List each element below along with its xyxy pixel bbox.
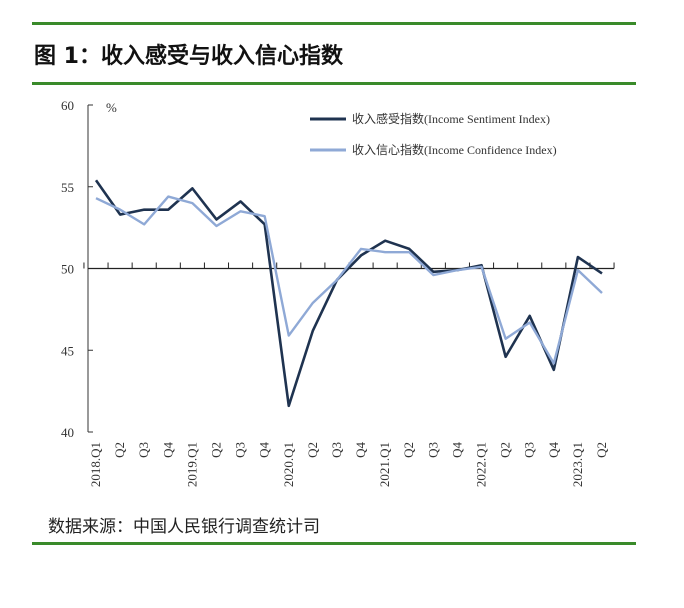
legend-label-1: 收入感受指数(Income Sentiment Index) — [352, 111, 550, 126]
x-tick-label: 2019.Q1 — [184, 442, 199, 487]
x-tick-label: 2023.Q1 — [570, 442, 585, 487]
x-tick-label: Q2 — [112, 442, 127, 458]
y-tick-label: 50 — [61, 262, 74, 277]
line-chart: 40 45 50 55 60 % 2018.Q1 Q2 Q3 Q4 2019.Q1 Q2 Q3 Q4 202… — [61, 98, 615, 487]
y-axis-unit: % — [106, 100, 117, 115]
x-tick-label: Q3 — [522, 442, 537, 458]
figure-title: 图 1：收入感受与收入信心指数 — [34, 44, 343, 69]
source-note: 数据来源：中国人民银行调查统计司 — [48, 517, 320, 537]
x-tick-label: Q3 — [329, 442, 344, 458]
x-tick-label: Q4 — [160, 442, 175, 458]
y-tick-label: 55 — [61, 180, 74, 195]
x-tick-label: Q3 — [425, 442, 440, 458]
x-tick-label: Q4 — [353, 442, 368, 458]
legend-label-2: 收入信心指数(Income Confidence Index) — [352, 142, 557, 157]
top-rule — [32, 22, 636, 25]
x-tick-label: 2018.Q1 — [88, 442, 103, 487]
x-tick-label: Q2 — [401, 442, 416, 458]
series-line-1 — [94, 179, 603, 408]
y-tick-label: 40 — [61, 425, 74, 440]
y-tick-label: 60 — [61, 98, 74, 113]
x-tick-label: 2021.Q1 — [377, 442, 392, 487]
title-rule — [32, 82, 636, 85]
bottom-rule — [32, 542, 636, 545]
series-line-2 — [95, 195, 603, 365]
x-tick-label: Q2 — [594, 442, 609, 458]
x-tick-label: Q3 — [233, 442, 248, 458]
x-tick-label: Q2 — [305, 442, 320, 458]
x-tick-label: Q4 — [546, 442, 561, 458]
x-tick-label: Q4 — [449, 442, 464, 458]
x-tick-label: 2020.Q1 — [281, 442, 296, 487]
x-tick-label: Q3 — [136, 442, 151, 458]
x-tick-label: 2022.Q1 — [474, 442, 489, 487]
x-tick-label: Q2 — [498, 442, 513, 458]
x-tick-label: Q4 — [257, 442, 272, 458]
y-tick-label: 45 — [61, 343, 74, 358]
x-tick-label: Q2 — [208, 442, 223, 458]
